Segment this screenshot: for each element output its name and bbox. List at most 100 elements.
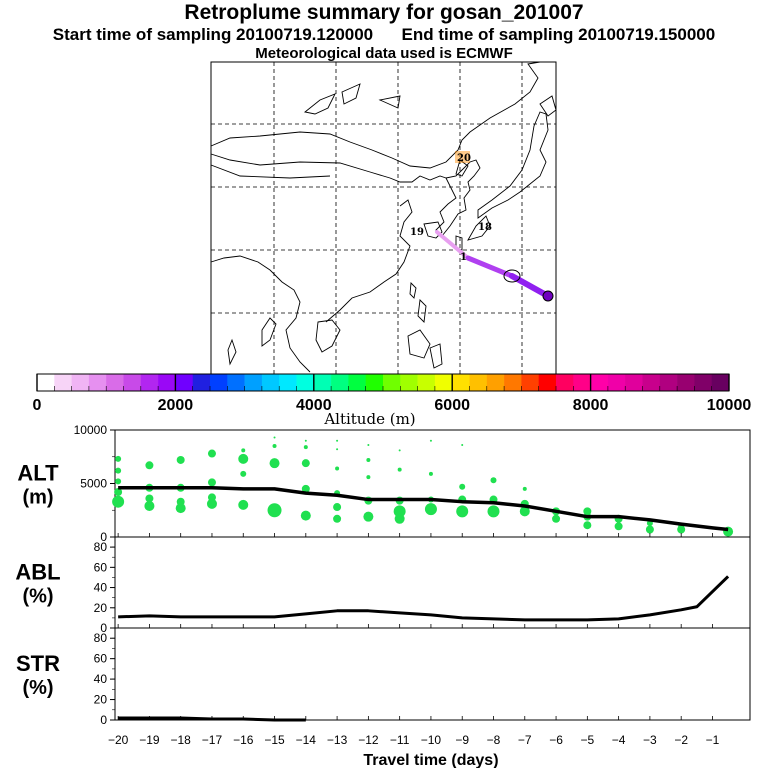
alt-scatter-point: [301, 459, 310, 468]
alt-scatter-point: [333, 503, 342, 512]
alt-scatter-point: [273, 436, 276, 439]
alt-scatter-point: [176, 455, 185, 464]
y-tick-label: 40: [94, 672, 108, 686]
colorbar-cell: [556, 374, 574, 391]
colorbar-cell: [469, 374, 488, 391]
colorbar-cell: [210, 374, 228, 391]
str-panel-frame: [114, 627, 751, 721]
str-ylabel: STR: [16, 651, 60, 676]
day-label-18: 18: [478, 222, 492, 233]
y-tick-label: 80: [94, 540, 108, 554]
colorbar-cell: [227, 374, 245, 391]
colorbar-cell: [486, 374, 505, 391]
colorbar-cell: [400, 374, 418, 391]
alt-scatter-point: [267, 503, 282, 518]
alt-scatter-point: [300, 510, 311, 521]
alt-scatter-point: [366, 457, 371, 462]
x-tick-label: −11: [390, 733, 410, 747]
x-tick-label: −15: [264, 733, 285, 747]
x-tick-label: −9: [455, 733, 469, 747]
colorbar-cell: [54, 374, 72, 391]
alt-scatter-point: [207, 493, 216, 502]
colorbar-cell: [417, 374, 436, 391]
colorbar-cell: [642, 374, 661, 391]
alt-scatter-point: [397, 467, 402, 472]
alt-scatter-point: [303, 445, 308, 450]
abl-ylabel: ABL: [15, 560, 60, 585]
x-tick-label: −12: [358, 733, 379, 747]
colorbar-cell: [296, 374, 315, 391]
y-tick-label: 60: [94, 652, 108, 666]
colorbar-cell: [175, 374, 193, 391]
colorbar-cell: [192, 374, 211, 391]
colorbar-cell: [313, 374, 332, 391]
colorbar-cell: [677, 374, 695, 391]
sampling-time-line: Start time of sampling 20100719.120000 E…: [0, 25, 768, 45]
colorbar-cell: [694, 374, 712, 391]
x-tick-label: −19: [139, 733, 160, 747]
x-tick-label: −17: [202, 733, 223, 747]
trajectory-spread-marker: [503, 269, 521, 283]
alt-scatter-point: [614, 522, 623, 531]
alt-scatter-point: [461, 443, 464, 446]
alt-scatter-point: [366, 475, 371, 480]
colorbar-cell: [711, 374, 730, 391]
alt-scatter-point: [207, 449, 216, 458]
colorbar-cell: [573, 374, 591, 391]
alt-scatter-point: [304, 439, 307, 442]
colorbar-cell: [244, 374, 263, 391]
end-time-label: End time of sampling 20100719.150000: [401, 25, 716, 44]
colorbar-cell: [106, 374, 124, 391]
alt-scatter-point: [459, 483, 466, 490]
colorbar-cell: [365, 374, 384, 391]
alt-panel: 10000 5000 0 ALT(m): [17, 423, 751, 544]
colorbar-tick-label: 2000: [158, 397, 194, 414]
colorbar-cell: [538, 374, 557, 391]
alt-scatter-point: [115, 478, 122, 485]
alt-median-line: [118, 486, 729, 532]
colorbar-cell: [123, 374, 142, 391]
day-label-20-bg: [455, 151, 470, 163]
x-tick-label: −8: [487, 733, 501, 747]
alt-scatter-point: [363, 511, 374, 522]
map-frame: [210, 61, 557, 375]
colorbar-cell: [607, 374, 626, 391]
alt-scatter-point: [240, 470, 247, 477]
alt-scatter-point: [456, 505, 469, 518]
x-tick-label: −16: [233, 733, 254, 747]
colorbar-cell: [383, 374, 401, 391]
alt-scatter-point: [114, 488, 123, 497]
colorbar-cell: [504, 374, 522, 391]
x-tick-label: −4: [612, 733, 626, 747]
colorbar-cell: [279, 374, 297, 391]
abl-line: [118, 575, 730, 622]
alt-scatter-point: [429, 439, 432, 442]
x-tick-label: −14: [296, 733, 317, 747]
alt-scatter-point: [583, 507, 592, 516]
map-gridlines: [211, 62, 556, 374]
trajectory-endpoint-marker: [542, 290, 554, 302]
alt-scatter-point: [552, 514, 561, 523]
colorbar-cell: [590, 374, 609, 391]
colorbar-cell: [348, 374, 366, 391]
colorbar-tick-label: 8000: [573, 397, 609, 414]
alt-scatter-point: [428, 471, 433, 476]
alt-scatter-point: [238, 453, 249, 464]
trajectory-map: 20 19 18 1: [210, 61, 557, 375]
colorbar-cell: [261, 374, 280, 391]
day-label-19: 19: [410, 227, 424, 238]
x-tick-label: −1: [706, 733, 720, 747]
x-tick-label: −18: [171, 733, 192, 747]
altitude-colorbar: 0 2000 4000 6000 8000 10000 Altitude (m): [33, 373, 751, 428]
colorbar-cell: [71, 374, 90, 391]
y-tick-label: 60: [94, 560, 108, 574]
day-label-1: 1: [460, 252, 467, 263]
alt-scatter-point: [490, 477, 497, 484]
alt-scatter-point: [272, 444, 277, 449]
colorbar-axis-label: Altitude (m): [323, 410, 415, 428]
colorbar-tick-label: 6000: [434, 397, 470, 414]
alt-scatter-point: [398, 449, 401, 452]
y-tick-label: 0: [100, 621, 107, 635]
alt-scatter-point: [176, 497, 185, 506]
